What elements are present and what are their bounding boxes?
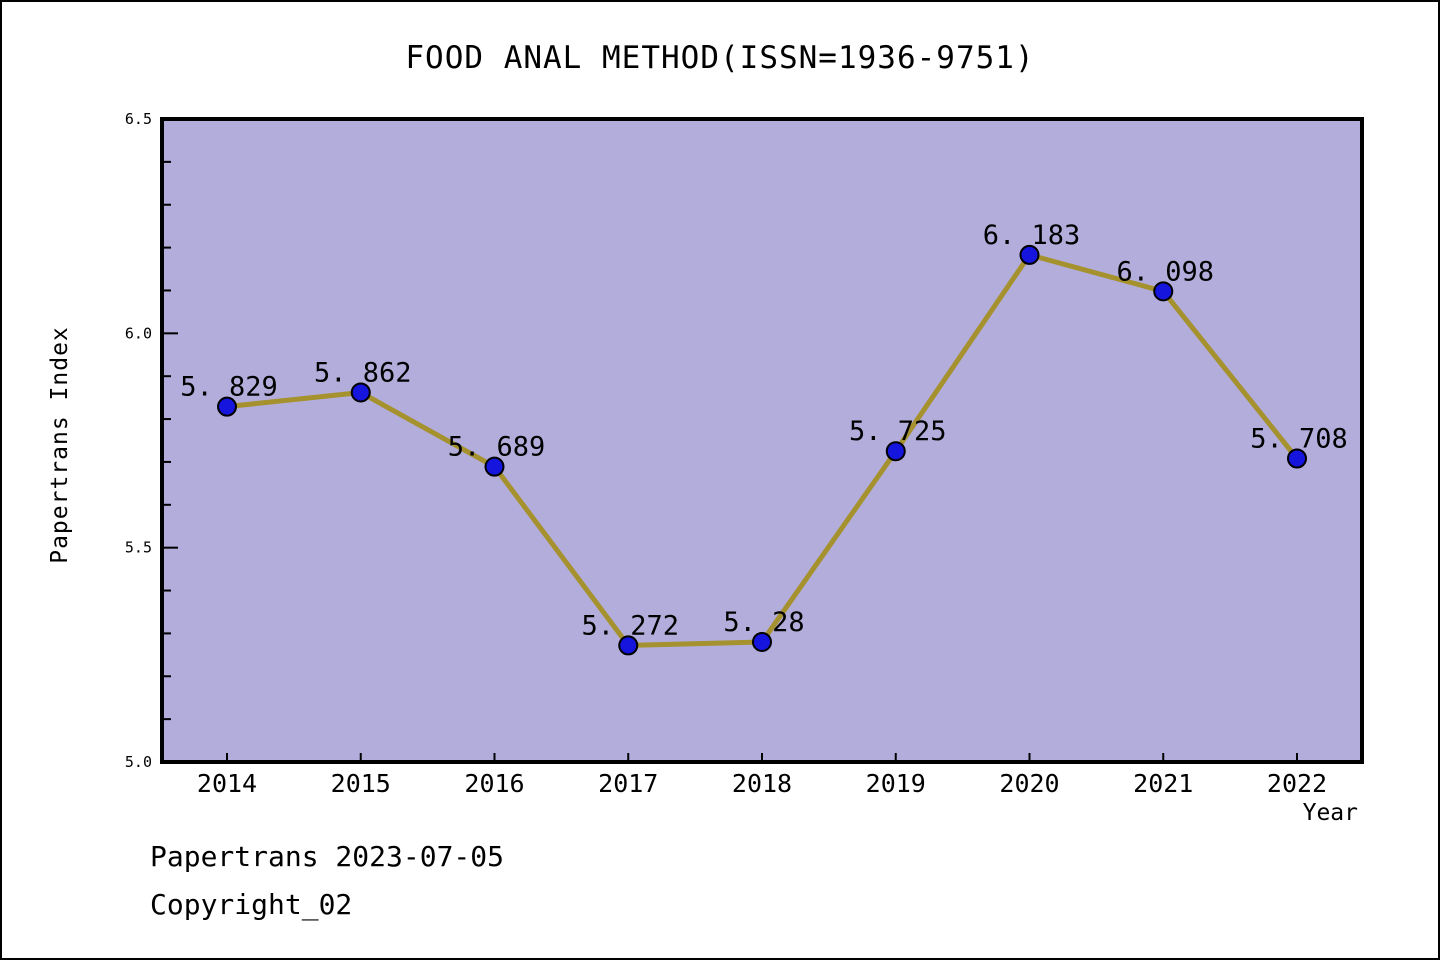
footer-copyright: Copyright_02 [150,888,353,921]
x-tick-label: 2016 [464,769,524,798]
data-point [350,382,371,403]
point-label: 5. 28 [723,607,804,638]
point-label: 5. 708 [1250,424,1348,455]
data-point [1287,448,1307,469]
y-tick-label: 5.5 [125,539,152,557]
point-label: 6. 098 [1116,256,1214,287]
point-label: 5. 862 [314,357,412,388]
point-label: 5. 725 [849,416,947,447]
data-point [1019,244,1040,265]
footer-watermark: Papertrans 2023-07-05 [150,840,505,873]
plot-background [162,119,1362,762]
x-tick-label: 2017 [598,769,658,798]
y-tick-label: 6.5 [125,110,152,128]
y-axis-label: Papertrans Index [47,326,73,564]
y-tick-label: 6.0 [125,324,152,342]
data-point [752,631,772,652]
plot-frame [160,117,1364,764]
data-point [484,456,505,477]
point-label: 5. 689 [448,432,546,463]
y-tick-label: 5.0 [125,753,152,771]
x-tick-label: 2021 [1133,769,1193,798]
x-tick-label: 2020 [999,769,1059,798]
x-tick-label: 2018 [732,769,792,798]
point-label: 5. 272 [581,610,679,641]
point-label: 6. 183 [983,220,1081,251]
data-point [1153,281,1174,302]
x-tick-label: 2015 [331,769,391,798]
chart-title: FOOD ANAL METHOD(ISSN=1936-9751) [405,40,1035,76]
x-tick-label: 2014 [197,769,257,798]
data-point [217,396,237,417]
data-point [885,441,906,462]
x-tick-label: 2019 [866,769,926,798]
data-point [618,635,639,656]
point-label: 5. 829 [180,372,278,403]
x-axis-label: Year [1302,800,1358,826]
x-tick-label: 2022 [1267,769,1327,798]
